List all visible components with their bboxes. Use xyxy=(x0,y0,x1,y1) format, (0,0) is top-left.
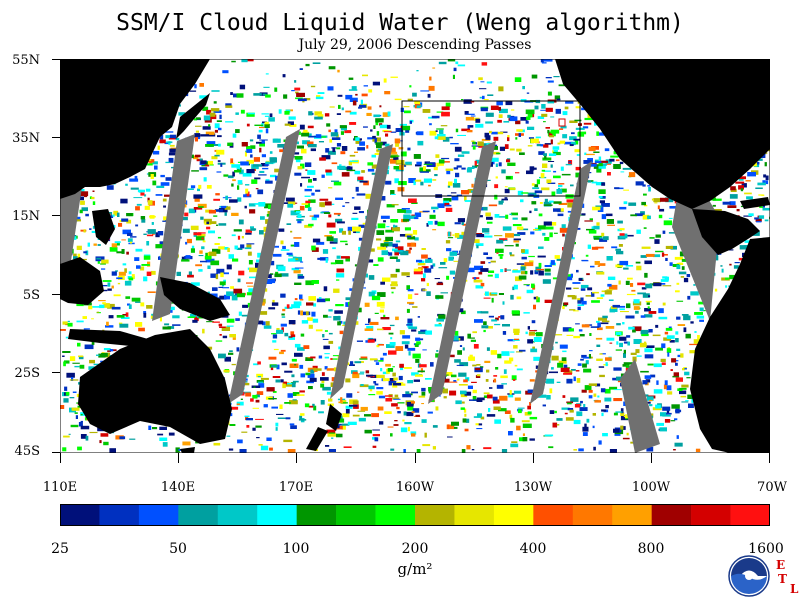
lat-tick xyxy=(52,137,60,138)
colorbar-swatch xyxy=(493,504,534,526)
lat-tick xyxy=(52,294,60,295)
colorbar-swatch xyxy=(651,504,692,526)
lon-label-100w: 100W xyxy=(631,480,671,495)
colorbar-swatch xyxy=(138,504,179,526)
lat-tick xyxy=(52,59,60,60)
colorbar-label-25: 25 xyxy=(51,541,69,557)
lat-tick xyxy=(52,452,60,453)
lon-tick xyxy=(769,453,770,463)
cloud-water-map xyxy=(60,59,770,453)
colorbar-label-400: 400 xyxy=(519,541,547,557)
colorbar-swatch xyxy=(454,504,495,526)
analysis-region-box xyxy=(401,100,581,197)
lon-label-110e: 110E xyxy=(42,480,78,495)
color-scale-bar xyxy=(60,504,770,526)
lon-tick xyxy=(296,453,297,463)
colorbar-label-800: 800 xyxy=(637,541,665,557)
colorbar-label-1600: 1600 xyxy=(748,541,784,557)
colorbar-swatch xyxy=(60,504,100,526)
lat-label-5s: 5S xyxy=(22,288,40,303)
lon-tick xyxy=(651,453,652,463)
colorbar-swatch xyxy=(730,504,770,526)
lon-label-160w: 160W xyxy=(395,480,435,495)
colorbar-swatch xyxy=(217,504,258,526)
lon-label-70w: 70W xyxy=(757,480,787,495)
lat-label-25s: 25S xyxy=(14,366,40,381)
chart-title: SSM/I Cloud Liquid Water (Weng algorithm… xyxy=(116,10,684,36)
colorbar-swatch xyxy=(99,504,140,526)
lat-label-55n: 55N xyxy=(12,53,40,68)
etl-letter-e: E xyxy=(776,558,786,572)
lat-label-45s: 45S xyxy=(14,444,40,459)
lat-tick xyxy=(52,215,60,216)
lon-label-140e: 140E xyxy=(160,480,196,495)
lat-label-15n: 15N xyxy=(12,209,40,224)
colorbar-swatch xyxy=(572,504,613,526)
colorbar-swatch xyxy=(375,504,416,526)
lon-label-130w: 130W xyxy=(513,480,553,495)
colorbar-swatch xyxy=(257,504,297,526)
site-marker xyxy=(558,118,566,127)
colorbar-label-50: 50 xyxy=(169,541,187,557)
lat-tick xyxy=(52,372,60,373)
chart-subtitle: July 29, 2006 Descending Passes xyxy=(298,37,532,53)
colorbar-swatch xyxy=(336,504,376,526)
lon-tick xyxy=(60,453,61,463)
colorbar-swatch xyxy=(415,504,455,526)
noaa-logo-icon xyxy=(728,555,770,597)
lon-tick xyxy=(415,453,416,463)
land-masses xyxy=(60,59,770,453)
colorbar-swatch xyxy=(612,504,652,526)
colorbar-swatch xyxy=(533,504,574,526)
colorbar-swatch xyxy=(691,504,731,526)
colorbar-label-100: 100 xyxy=(282,541,310,557)
etl-letter-t: T xyxy=(778,572,787,586)
lon-tick xyxy=(533,453,534,463)
units-label: g/m² xyxy=(397,560,433,578)
lat-label-35n: 35N xyxy=(12,131,40,146)
colorbar-swatch xyxy=(178,504,219,526)
etl-letter-l: L xyxy=(790,582,799,596)
lon-tick xyxy=(178,453,179,463)
colorbar-swatch xyxy=(296,504,337,526)
lon-label-170e: 170E xyxy=(278,480,314,495)
colorbar-label-200: 200 xyxy=(401,541,429,557)
